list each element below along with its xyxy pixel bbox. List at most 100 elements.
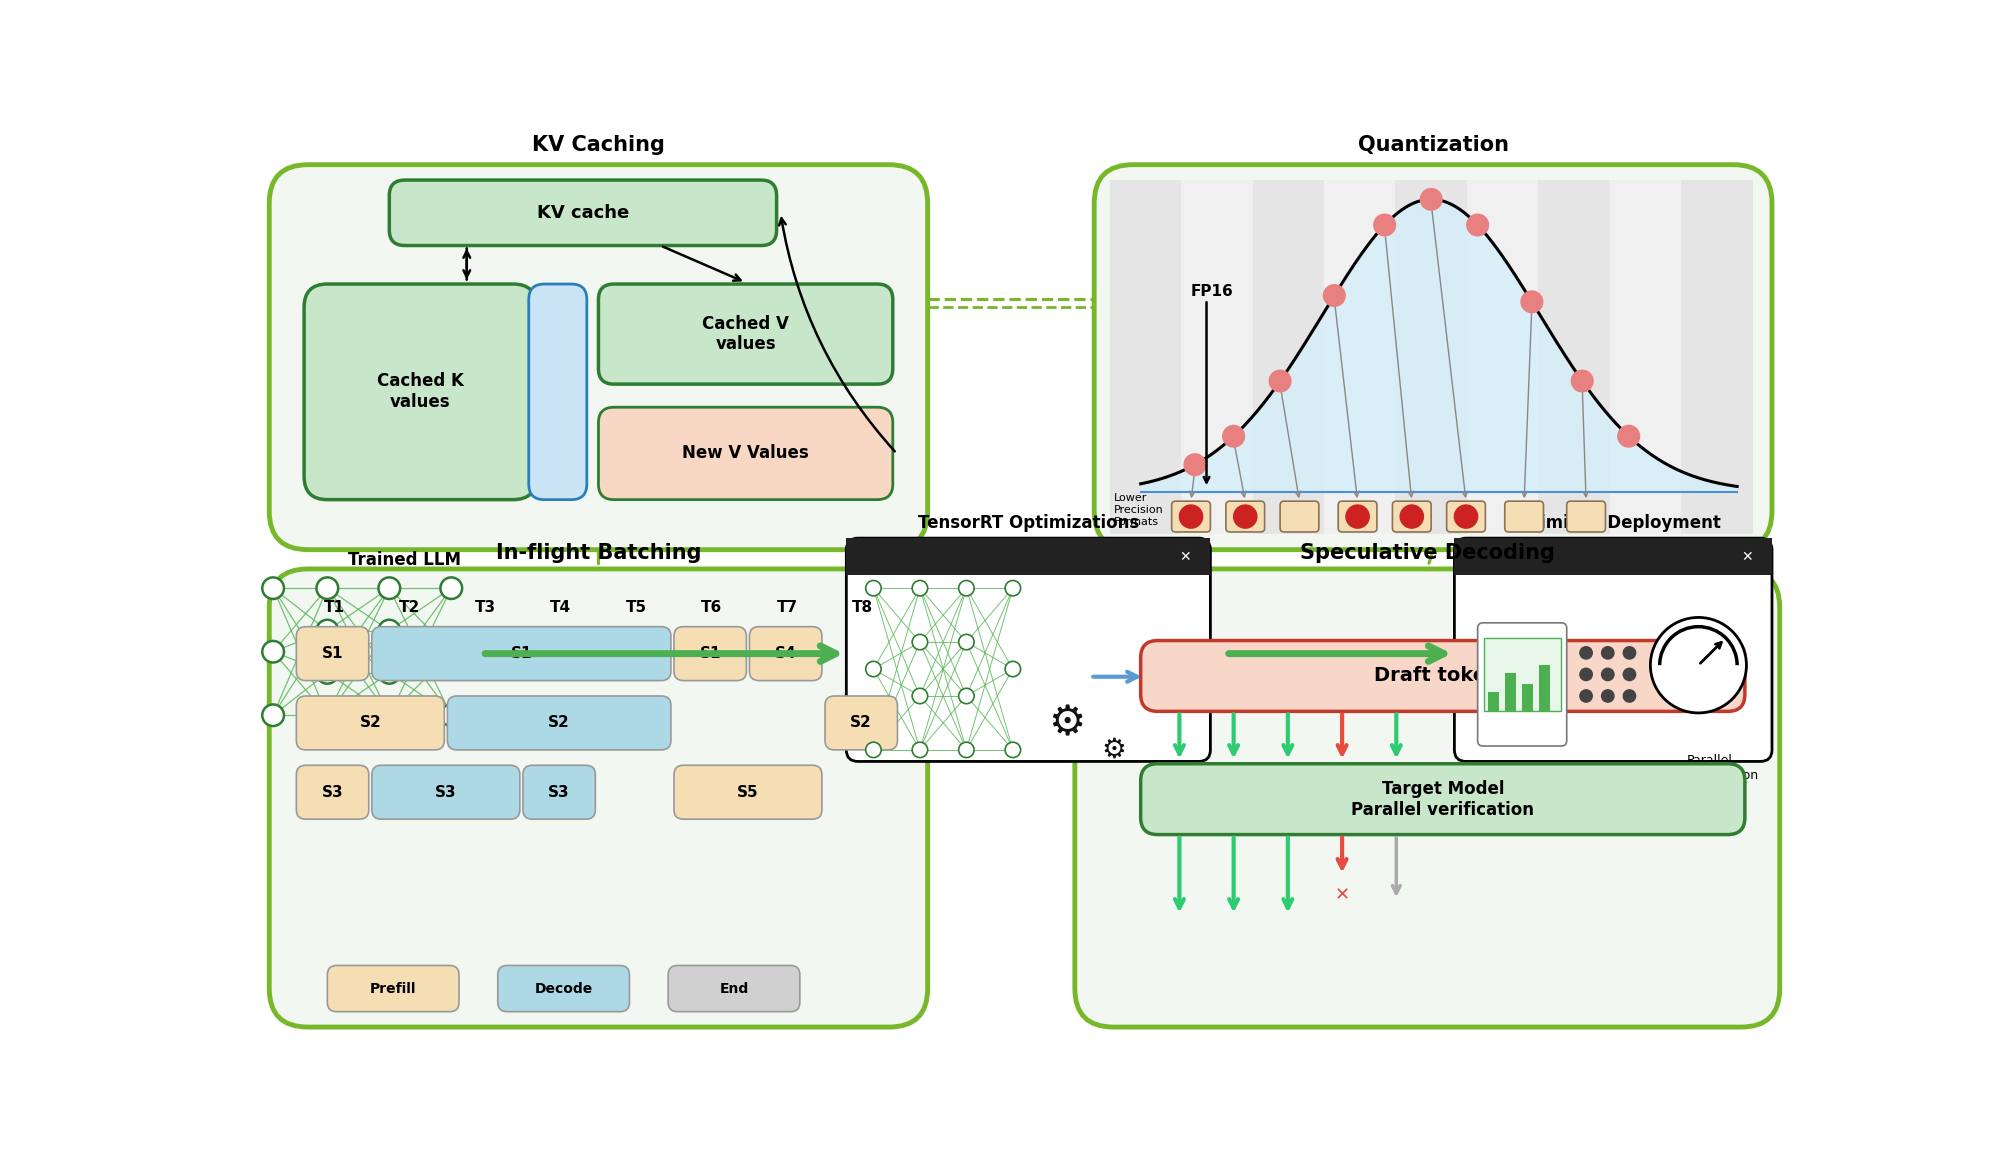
- Circle shape: [440, 705, 462, 726]
- FancyBboxPatch shape: [296, 627, 368, 680]
- FancyBboxPatch shape: [448, 696, 671, 750]
- Text: Prefill: Prefill: [370, 981, 416, 995]
- FancyBboxPatch shape: [1093, 165, 1770, 550]
- Circle shape: [1622, 647, 1634, 659]
- Text: Cached K
values: Cached K values: [378, 372, 464, 411]
- FancyBboxPatch shape: [1337, 501, 1377, 532]
- Text: T1: T1: [324, 600, 344, 615]
- Bar: [1109, 180, 1181, 534]
- Text: ✕: ✕: [1179, 550, 1191, 564]
- Bar: [1538, 180, 1608, 534]
- Text: KV Caching: KV Caching: [531, 135, 665, 155]
- Text: S1: S1: [322, 647, 344, 662]
- Text: Optimized Deployment: Optimized Deployment: [1504, 513, 1720, 532]
- Bar: [1487, 692, 1498, 712]
- Circle shape: [911, 635, 927, 650]
- Text: S3: S3: [322, 784, 344, 799]
- Circle shape: [1455, 505, 1477, 529]
- FancyBboxPatch shape: [372, 766, 519, 819]
- Circle shape: [959, 635, 973, 650]
- Circle shape: [1223, 426, 1245, 447]
- FancyBboxPatch shape: [296, 696, 444, 750]
- FancyBboxPatch shape: [498, 965, 629, 1012]
- FancyBboxPatch shape: [372, 627, 671, 680]
- FancyBboxPatch shape: [667, 965, 799, 1012]
- Circle shape: [316, 705, 338, 726]
- FancyBboxPatch shape: [304, 284, 535, 499]
- Bar: [1483, 638, 1560, 712]
- FancyBboxPatch shape: [1447, 501, 1485, 532]
- Circle shape: [1399, 505, 1423, 529]
- Circle shape: [316, 620, 338, 642]
- Circle shape: [1005, 742, 1021, 757]
- Text: T7: T7: [777, 600, 797, 615]
- Circle shape: [1345, 505, 1369, 529]
- Text: ⚙: ⚙: [1101, 736, 1125, 764]
- FancyBboxPatch shape: [597, 284, 893, 384]
- Circle shape: [865, 742, 881, 757]
- Circle shape: [959, 580, 973, 596]
- FancyBboxPatch shape: [1279, 501, 1319, 532]
- Bar: [1467, 180, 1538, 534]
- Circle shape: [1616, 426, 1638, 447]
- FancyBboxPatch shape: [1477, 623, 1566, 746]
- FancyBboxPatch shape: [270, 165, 927, 550]
- Circle shape: [378, 620, 400, 642]
- Circle shape: [1323, 285, 1345, 306]
- Text: TensorRT Optimizations: TensorRT Optimizations: [917, 513, 1139, 532]
- Text: Cached V
values: Cached V values: [701, 315, 789, 354]
- Circle shape: [1269, 370, 1291, 392]
- Text: FP16: FP16: [1191, 285, 1233, 299]
- Circle shape: [911, 689, 927, 704]
- Circle shape: [1600, 647, 1612, 659]
- Circle shape: [262, 578, 284, 599]
- FancyBboxPatch shape: [673, 766, 821, 819]
- FancyBboxPatch shape: [825, 696, 897, 750]
- Bar: [1181, 180, 1253, 534]
- Circle shape: [262, 641, 284, 663]
- FancyBboxPatch shape: [328, 965, 460, 1012]
- Text: Speculative Decoding: Speculative Decoding: [1299, 543, 1554, 562]
- Circle shape: [378, 662, 400, 684]
- Text: T3: T3: [474, 600, 496, 615]
- Circle shape: [1467, 215, 1489, 236]
- Bar: [1455, 538, 1770, 575]
- Text: T2: T2: [400, 600, 420, 615]
- Text: S5: S5: [737, 784, 759, 799]
- Circle shape: [1622, 690, 1634, 703]
- Text: Quantization: Quantization: [1357, 135, 1508, 155]
- Circle shape: [1650, 617, 1746, 713]
- Circle shape: [959, 689, 973, 704]
- FancyBboxPatch shape: [270, 569, 927, 1027]
- Bar: [1253, 180, 1323, 534]
- Text: S2: S2: [360, 715, 382, 731]
- Bar: [845, 538, 1211, 575]
- Bar: [1504, 673, 1516, 712]
- Circle shape: [1233, 505, 1257, 529]
- Text: ✕: ✕: [1335, 886, 1349, 904]
- Text: Draft tokens: Draft tokens: [1373, 666, 1510, 685]
- Text: S2: S2: [547, 715, 569, 731]
- FancyBboxPatch shape: [1393, 501, 1431, 532]
- Bar: [1520, 684, 1532, 712]
- Bar: [1323, 180, 1395, 534]
- Circle shape: [440, 578, 462, 599]
- Circle shape: [1179, 505, 1203, 529]
- Text: S1: S1: [509, 647, 531, 662]
- Circle shape: [1578, 690, 1592, 703]
- Circle shape: [911, 742, 927, 757]
- Text: T8: T8: [851, 600, 873, 615]
- Text: T5: T5: [625, 600, 647, 615]
- Text: Parallel
speculation: Parallel speculation: [1686, 754, 1758, 782]
- Circle shape: [1005, 662, 1021, 677]
- Circle shape: [865, 580, 881, 596]
- Circle shape: [1183, 454, 1205, 475]
- FancyBboxPatch shape: [1141, 641, 1744, 712]
- FancyBboxPatch shape: [523, 766, 595, 819]
- Text: End: End: [719, 981, 749, 995]
- Circle shape: [316, 578, 338, 599]
- Circle shape: [1600, 690, 1612, 703]
- Text: T4: T4: [549, 600, 571, 615]
- Circle shape: [1600, 669, 1612, 680]
- Text: New K
values: New K values: [543, 369, 571, 414]
